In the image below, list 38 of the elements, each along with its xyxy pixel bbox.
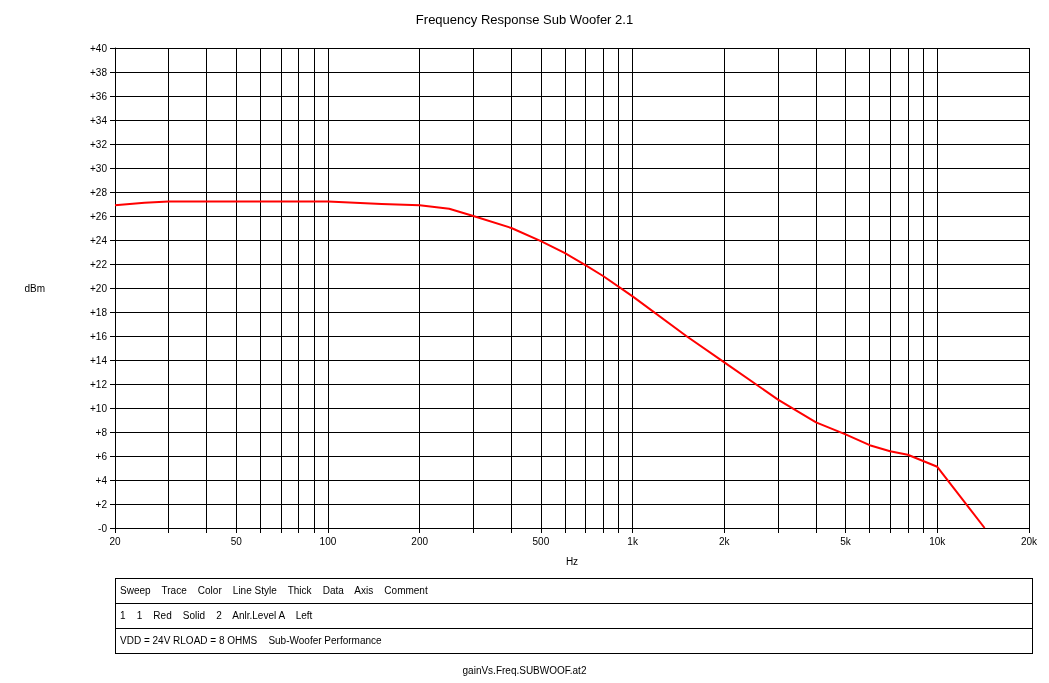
x-tick-label: 50 [230,535,243,547]
y-tick-label: +12 [90,378,108,390]
x-tick-label: 20k [1020,535,1039,547]
y-tick-label: +40 [90,42,108,54]
x-tick-label: 10k [929,535,947,547]
y-tick-label: +6 [95,450,108,462]
y-tick-label: +18 [90,306,108,318]
y-tick-label: +30 [90,162,108,174]
x-tick-label: 5k [840,535,852,547]
y-tick-label: +34 [90,114,108,126]
y-axis-title: dBm [24,282,45,294]
y-tick-label: +26 [90,210,108,222]
y-tick-label: +36 [90,90,108,102]
y-tick-label: +8 [95,426,108,438]
x-axis-title: Hz [565,555,579,567]
text: VDD = 24V RLOAD = 8 OHMS Sub-Woofer Performance [115,629,1033,654]
y-tick-label: +10 [90,402,108,414]
y-tick-label: +16 [90,330,108,342]
y-tick-label: +32 [90,138,108,150]
y-tick-label: +28 [90,186,108,198]
x-tick-label: 500 [532,535,550,547]
x-tick-label: 200 [411,535,429,547]
y-tick-label: +20 [90,282,108,294]
x-tick-label: 1k [627,535,639,547]
text: Sweep Trace Color Line Style Thick Data Axis Comment [115,578,1033,604]
y-tick-label: -0 [98,522,108,534]
text: gainVs.Freq.SUBWOOF.at2 [461,665,588,676]
y-tick-label: +38 [90,66,108,78]
chart-title: Frequency Response Sub Woofer 2.1 [415,12,634,27]
x-tick-label: 2k [719,535,731,547]
y-tick-label: +4 [95,474,108,486]
y-tick-label: +14 [90,354,108,366]
y-tick-label: +2 [95,498,108,510]
y-tick-label: +22 [90,258,108,270]
x-tick-label: 20 [109,535,121,547]
text: 1 1 Red Solid 2 Anlr.Level A Left [115,604,1033,629]
x-tick-label: 100 [319,535,337,547]
y-tick-label: +24 [90,234,108,246]
